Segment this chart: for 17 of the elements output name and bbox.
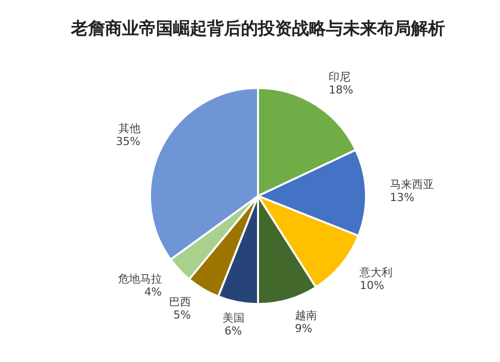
data-label: 6% [224,324,242,338]
slice-label: 危地马拉 [118,272,162,286]
slice-label: 巴西 [168,296,191,309]
data-label: 10% [360,279,384,292]
slice-label: 其他 [118,122,140,136]
data-label: 13% [390,190,414,204]
slice-label: 美国 [222,312,244,325]
slice-label: 意大利 [358,266,393,280]
slice-label: 越南 [294,308,317,322]
data-label: 9% [294,322,312,335]
chart-title: 老詹商业帝国崛起背后的投资战略与未来布局解析 [70,19,445,39]
data-label: 4% [144,285,162,298]
slice-label: 印尼 [328,70,351,84]
data-label: 5% [173,308,191,322]
slice-label: 马来西亚 [390,178,434,191]
data-label: 35% [116,135,140,148]
data-label: 18% [328,84,354,97]
